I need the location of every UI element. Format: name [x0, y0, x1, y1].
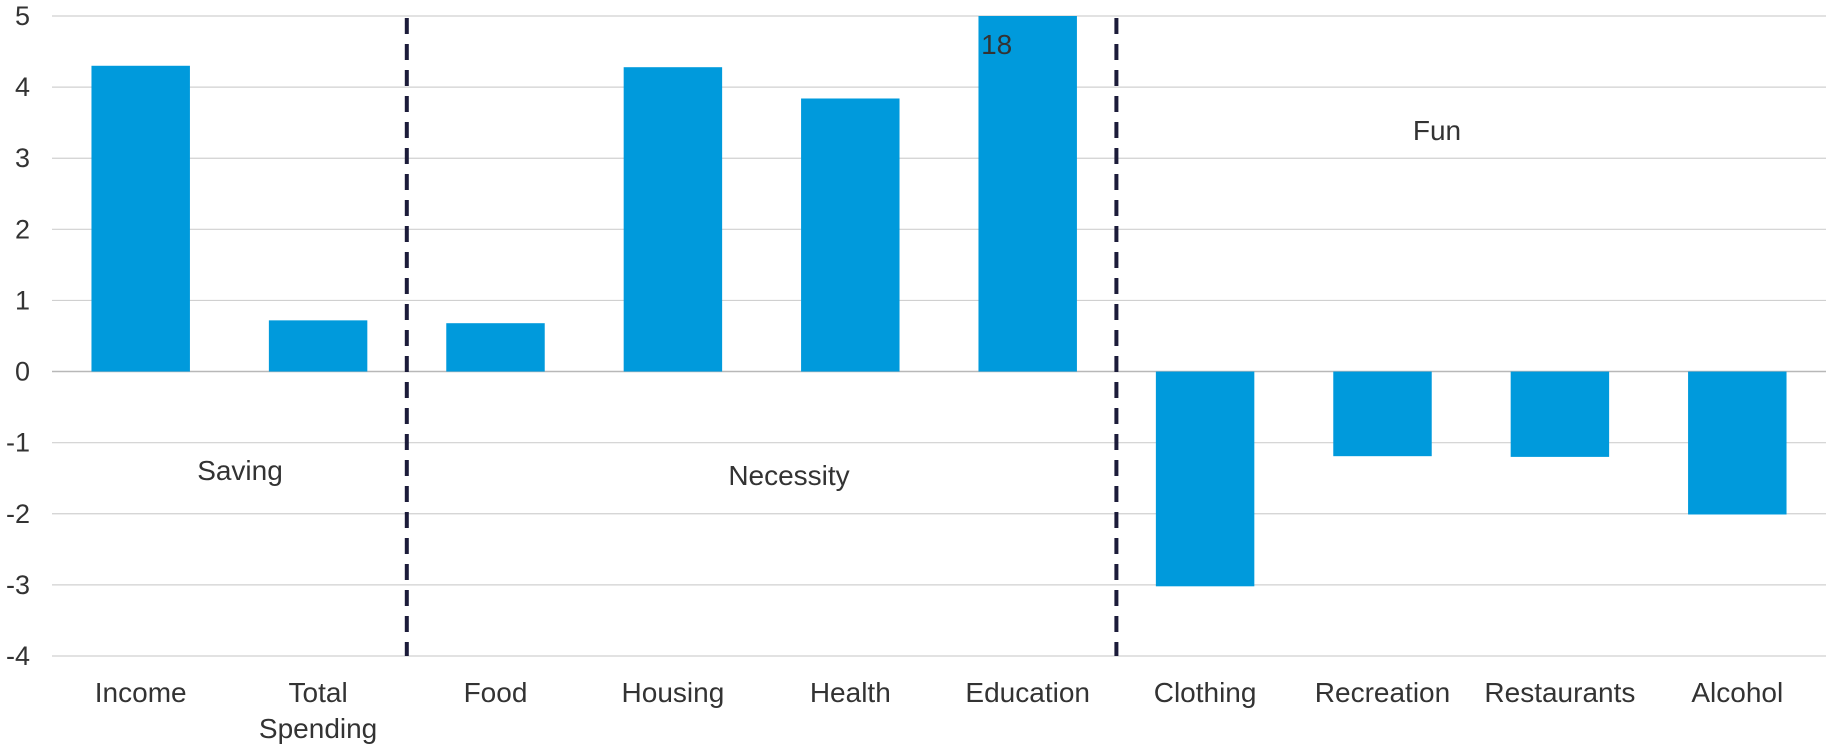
group-label-fun: Fun: [1413, 115, 1461, 146]
y-tick-label: 3: [15, 143, 30, 173]
bar: [623, 67, 723, 372]
x-axis: Income Total Spending Food Housing Health Educ…: [95, 677, 1783, 744]
group-label-necessity: Necessity: [728, 460, 849, 491]
y-tick-label: -4: [6, 641, 30, 671]
x-tick-label: Income: [95, 677, 187, 708]
bar: [1510, 371, 1610, 457]
x-tick-label: Health: [810, 677, 891, 708]
bar: [91, 65, 190, 372]
group-label-saving: Saving: [197, 455, 283, 486]
x-tick-label: Clothing: [1154, 677, 1257, 708]
y-tick-label: -2: [6, 499, 30, 529]
y-tick-label: 5: [15, 1, 30, 31]
bar: [978, 16, 1077, 372]
bar: [268, 320, 368, 372]
x-tick-label: Alcohol: [1691, 677, 1783, 708]
x-tick-label: Restaurants: [1484, 677, 1635, 708]
bar: [1333, 371, 1432, 457]
x-tick-label: Recreation: [1315, 677, 1450, 708]
y-tick-label: 1: [15, 285, 30, 315]
bar: [1155, 371, 1255, 587]
y-tick-label: -3: [6, 570, 30, 600]
y-axis: 5 4 3 2 1 0 -1 -2 -3 -4: [6, 1, 30, 671]
group-dividers: [404, 18, 1119, 656]
y-tick-label: 2: [15, 214, 30, 244]
x-tick-label: Total Spending: [259, 677, 377, 744]
bars: 18: [91, 16, 1787, 587]
bar: [801, 98, 900, 372]
y-tick-label: 4: [15, 72, 30, 102]
x-tick-label: Food: [464, 677, 528, 708]
y-tick-label: -1: [6, 428, 30, 458]
data-label: 18: [981, 29, 1012, 60]
x-tick-label: Housing: [622, 677, 725, 708]
bar: [1688, 371, 1787, 515]
y-tick-label: 0: [15, 357, 30, 387]
x-tick-label: Education: [965, 677, 1090, 708]
bar: [446, 323, 545, 372]
